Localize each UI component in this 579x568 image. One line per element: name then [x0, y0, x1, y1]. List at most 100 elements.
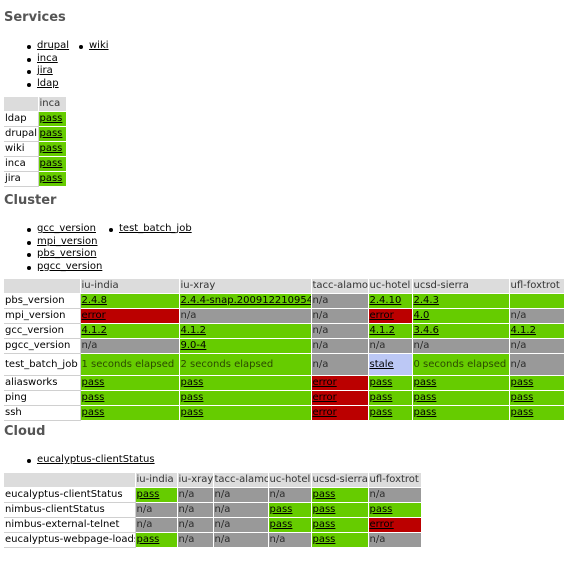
services-link-inca[interactable]: inca	[37, 53, 58, 64]
status-cell: pass	[38, 157, 66, 172]
status-cell: n/a	[368, 533, 421, 548]
status-link[interactable]: pass	[270, 519, 293, 530]
status-link[interactable]: pass	[40, 113, 63, 124]
status-link[interactable]: pass	[313, 504, 336, 515]
status-link[interactable]: pass	[137, 489, 160, 500]
status-link[interactable]: 2.4.4-snap.200912210954	[181, 295, 312, 306]
status-link[interactable]: pass	[511, 377, 534, 388]
cluster-link-pgcc-version[interactable]: pgcc_version	[37, 261, 102, 272]
status-text: 0 seconds elapsed	[414, 359, 507, 370]
table-row: ssh pass pass error pass pass pass	[4, 406, 564, 421]
table-corner	[4, 279, 80, 294]
status-link[interactable]: pass	[270, 504, 293, 515]
status-link[interactable]: pass	[40, 128, 63, 139]
status-link[interactable]: pass	[181, 392, 204, 403]
status-link[interactable]: 2.4.10	[370, 295, 402, 306]
status-text: 2 seconds elapsed	[181, 359, 274, 370]
services-link-ldap[interactable]: ldap	[37, 78, 59, 89]
status-link[interactable]: 2.4.8	[82, 295, 107, 306]
status-cell: 1 seconds elapsed	[80, 354, 179, 376]
status-cell: error	[311, 376, 368, 391]
status-cell: pass	[38, 127, 66, 142]
services-link-drupal[interactable]: drupal	[37, 40, 69, 51]
list-item: mpi_version	[26, 236, 102, 249]
status-cell: 4.1.2	[80, 324, 179, 339]
status-link[interactable]: pass	[511, 392, 534, 403]
status-text: n/a	[179, 489, 195, 500]
status-link[interactable]: pass	[370, 407, 393, 418]
status-link[interactable]: error	[313, 407, 337, 418]
status-cell: n/a	[311, 294, 368, 309]
status-cell: pass	[38, 142, 66, 157]
status-link[interactable]: pass	[370, 377, 393, 388]
status-cell: pass	[412, 406, 509, 421]
status-cell: pass	[179, 376, 311, 391]
status-link[interactable]: pass	[40, 143, 63, 154]
status-text: n/a	[82, 340, 98, 351]
status-link[interactable]: pass	[82, 407, 105, 418]
cluster-link-mpi-version[interactable]: mpi_version	[37, 236, 98, 247]
table-row: ping pass pass error pass pass pass	[4, 391, 564, 406]
status-link[interactable]: 9.0-4	[181, 340, 207, 351]
status-link[interactable]: error	[82, 310, 106, 321]
status-link[interactable]: error	[313, 392, 337, 403]
status-link[interactable]: pass	[414, 377, 437, 388]
status-link[interactable]: pass	[137, 534, 160, 545]
status-text: n/a	[179, 504, 195, 515]
cluster-links-col1: gcc_version mpi_version pbs_version pgcc_ve…	[26, 223, 102, 273]
status-link[interactable]: pass	[313, 519, 336, 530]
status-link[interactable]: pass	[40, 173, 63, 184]
status-link[interactable]: pass	[313, 534, 336, 545]
status-link[interactable]: 4.1.2	[511, 325, 536, 336]
services-link-jira[interactable]: jira	[37, 65, 53, 76]
column-header: iu-india	[80, 279, 179, 294]
services-title: Services	[4, 10, 66, 25]
status-cell: n/a	[311, 339, 368, 354]
status-link[interactable]: 4.0	[414, 310, 430, 321]
status-link[interactable]: pass	[313, 489, 336, 500]
table-row: pbs_version 2.4.8 2.4.4-snap.200912210954 n…	[4, 294, 564, 309]
status-link[interactable]: error	[313, 377, 337, 388]
status-text: n/a	[414, 340, 430, 351]
status-link[interactable]: pass	[181, 377, 204, 388]
status-link[interactable]: 4.1.2	[370, 325, 395, 336]
status-link[interactable]: pass	[82, 392, 105, 403]
table-row: drupal pass	[4, 127, 66, 142]
status-link[interactable]: error	[370, 519, 394, 530]
services-link-wiki[interactable]: wiki	[89, 40, 109, 51]
list-item: jira	[26, 65, 69, 78]
status-link[interactable]: error	[370, 310, 394, 321]
status-link[interactable]: 3.4.6	[414, 325, 439, 336]
status-link[interactable]: 4.1.2	[181, 325, 206, 336]
table-row: eucalyptus-clientStatus pass n/a n/a n/a pass…	[4, 488, 421, 503]
status-cell: n/a	[311, 309, 368, 324]
table-row: mpi_version error n/a n/a error 4.0 n/a	[4, 309, 564, 324]
list-item: wiki	[78, 40, 109, 53]
status-link[interactable]: stale	[370, 359, 394, 370]
status-link[interactable]: pass	[82, 377, 105, 388]
status-link[interactable]: pass	[414, 392, 437, 403]
status-link[interactable]: pass	[370, 392, 393, 403]
cluster-link-gcc-version[interactable]: gcc_version	[37, 223, 96, 234]
status-cell: 2.4.8	[80, 294, 179, 309]
status-cell	[509, 294, 564, 309]
status-link[interactable]: pass	[414, 407, 437, 418]
status-cell: n/a	[509, 339, 564, 354]
status-text: n/a	[215, 534, 231, 545]
status-link[interactable]: 2.4.3	[414, 295, 439, 306]
list-item: ldap	[26, 78, 69, 91]
services-table: inca ldap pass drupal pass wiki pass inca pass ji…	[4, 97, 67, 187]
status-link[interactable]: pass	[181, 407, 204, 418]
status-cell: pass	[311, 518, 368, 533]
status-link[interactable]: 4.1.2	[82, 325, 107, 336]
status-text: n/a	[313, 340, 329, 351]
cluster-link-test-batch-job[interactable]: test_batch_job	[119, 223, 192, 234]
status-cell: n/a	[135, 503, 177, 518]
row-label: ssh	[4, 406, 80, 421]
column-header: ufl-foxtrot	[368, 473, 421, 488]
status-link[interactable]: pass	[370, 504, 393, 515]
status-link[interactable]: pass	[511, 407, 534, 418]
cluster-link-pbs-version[interactable]: pbs_version	[37, 248, 97, 259]
status-link[interactable]: pass	[40, 158, 63, 169]
cloud-link-eucalyptus-clientstatus[interactable]: eucalyptus-clientStatus	[37, 454, 155, 465]
